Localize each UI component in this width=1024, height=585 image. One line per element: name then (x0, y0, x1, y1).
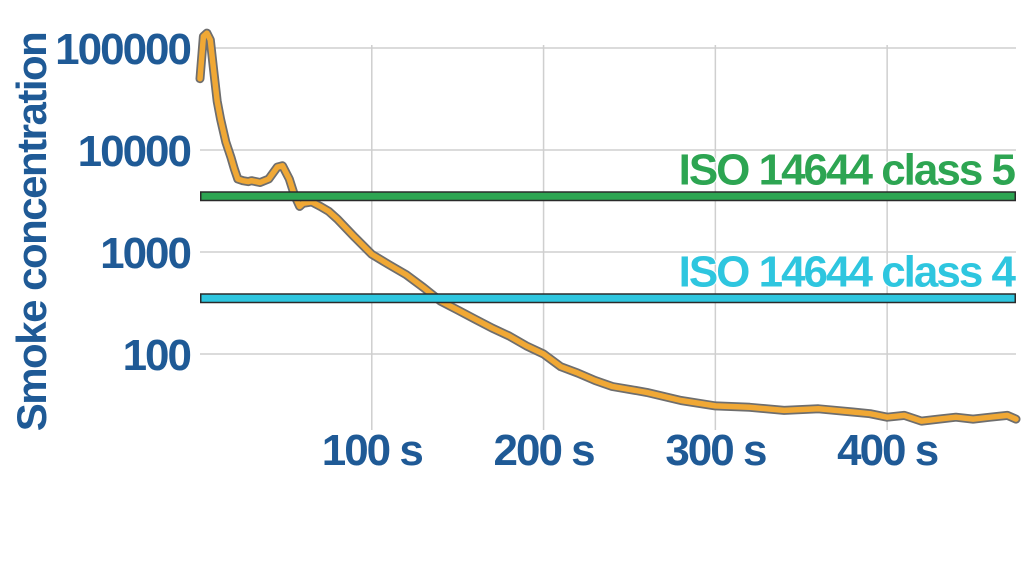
y-tick-label: 1000 (100, 229, 190, 278)
series-line (197, 30, 1019, 424)
x-tick-label: 400 s (837, 426, 938, 475)
y-tick-label: 100000 (55, 25, 190, 74)
series-line-outline (195, 28, 1021, 426)
y-tick-label: 10000 (78, 127, 191, 176)
reference-line (201, 192, 1015, 200)
x-tick-label: 100 s (322, 426, 423, 475)
y-axis-title: Smoke concentration (8, 33, 55, 432)
reference-line-label: ISO 14644 class 5 (679, 145, 1016, 194)
grid (200, 45, 1016, 430)
x-tick-label: 200 s (494, 426, 595, 475)
series-group (195, 28, 1021, 426)
x-tick-label: 300 s (665, 426, 766, 475)
reference-line (201, 294, 1015, 302)
reference-lines: ISO 14644 class 5 ISO 14644 class 4 (200, 144, 1020, 304)
y-axis-ticks: 100 1000 10000 100000 (55, 25, 192, 380)
x-axis-ticks: 100 s 200 s 300 s 400 s (322, 426, 940, 475)
reference-line-label: ISO 14644 class 4 (679, 247, 1017, 296)
y-tick-label: 100 (123, 331, 191, 380)
